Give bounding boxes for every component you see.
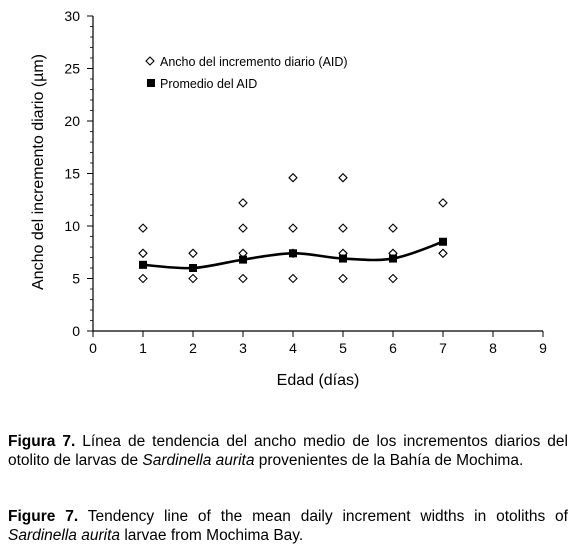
mean-point: [289, 249, 297, 258]
x-tick-label: 7: [439, 340, 447, 356]
x-tick-label: 3: [239, 340, 247, 356]
aid-point: [188, 273, 198, 284]
mean-point: [189, 264, 197, 272]
y-tick-label: 5: [72, 271, 80, 287]
caption-label: Figura 7.: [8, 433, 76, 450]
caption-species: Sardinella aurita: [142, 452, 255, 469]
x-tick-label: 1: [139, 340, 147, 356]
aid-point: [138, 223, 148, 233]
mean-point: [439, 237, 447, 246]
mean-point: [239, 255, 247, 264]
x-tick-label: 6: [389, 340, 397, 356]
aid-point: [188, 248, 198, 259]
x-tick-label: 4: [289, 340, 297, 356]
y-tick-label: 20: [64, 113, 80, 129]
x-axis-title: Edad (días): [277, 372, 360, 389]
aid-point: [388, 273, 398, 284]
caption-text: larvae from Mochima Bay.: [120, 527, 304, 544]
caption-text: Línea de tendencia del ancho medio de lo…: [8, 433, 568, 469]
caption-text: provenientes de la Bahía de Mochima.: [254, 452, 524, 469]
aid-point: [288, 273, 298, 284]
y-tick-label: 25: [64, 61, 80, 77]
aid-point: [388, 223, 398, 233]
data-marks: [138, 172, 448, 284]
aid-point: [338, 273, 348, 284]
axes: 0 5 10 15 20 25 30 0 1 2 3 4 5 6 7 8 9: [64, 8, 547, 356]
aid-point: [138, 248, 148, 259]
y-tick-label: 10: [64, 218, 80, 234]
x-tick-label: 8: [489, 340, 497, 356]
caption-species: Sardinella aurita: [8, 527, 121, 544]
aid-point: [438, 248, 448, 259]
x-tick-label: 2: [189, 340, 197, 356]
legend-label-aid: Ancho del incremento diario (AID): [160, 55, 348, 69]
legend-marker-mean: [147, 79, 155, 87]
aid-point: [238, 223, 248, 233]
aid-point: [238, 198, 248, 208]
aid-point: [238, 273, 248, 284]
x-tick-label: 0: [89, 340, 97, 356]
x-tick-label: 9: [539, 340, 547, 356]
figure-caption-spanish: Figura 7. Línea de tendencia del ancho m…: [8, 432, 568, 470]
y-tick-label: 15: [64, 166, 80, 182]
aid-point: [138, 273, 148, 284]
mean-point: [339, 254, 347, 263]
caption-text: Tendency line of the mean daily incremen…: [78, 508, 568, 525]
aid-point: [338, 223, 348, 233]
figure-caption-english: Figure 7. Tendency line of the mean dail…: [8, 507, 568, 545]
scatter-chart: 0 5 10 15 20 25 30 0 1 2 3 4 5 6 7 8 9 Ancho del increme…: [30, 8, 547, 389]
legend-marker-aid: [145, 56, 155, 66]
legend: Ancho del incremento diario (AID) Promedi…: [145, 55, 348, 91]
aid-point: [338, 172, 348, 183]
aid-point: [288, 172, 298, 183]
x-tick-label: 5: [339, 340, 347, 356]
aid-point: [288, 223, 298, 233]
aid-point: [438, 198, 448, 208]
caption-label: Figure 7.: [8, 508, 79, 525]
mean-point: [139, 260, 147, 269]
y-tick-label: 30: [64, 8, 80, 24]
legend-label-mean: Promedio del AID: [160, 77, 257, 91]
y-tick-label: 0: [72, 323, 80, 339]
mean-point: [389, 254, 397, 263]
y-axis-title: Ancho del incremento diario (µm): [30, 54, 47, 290]
